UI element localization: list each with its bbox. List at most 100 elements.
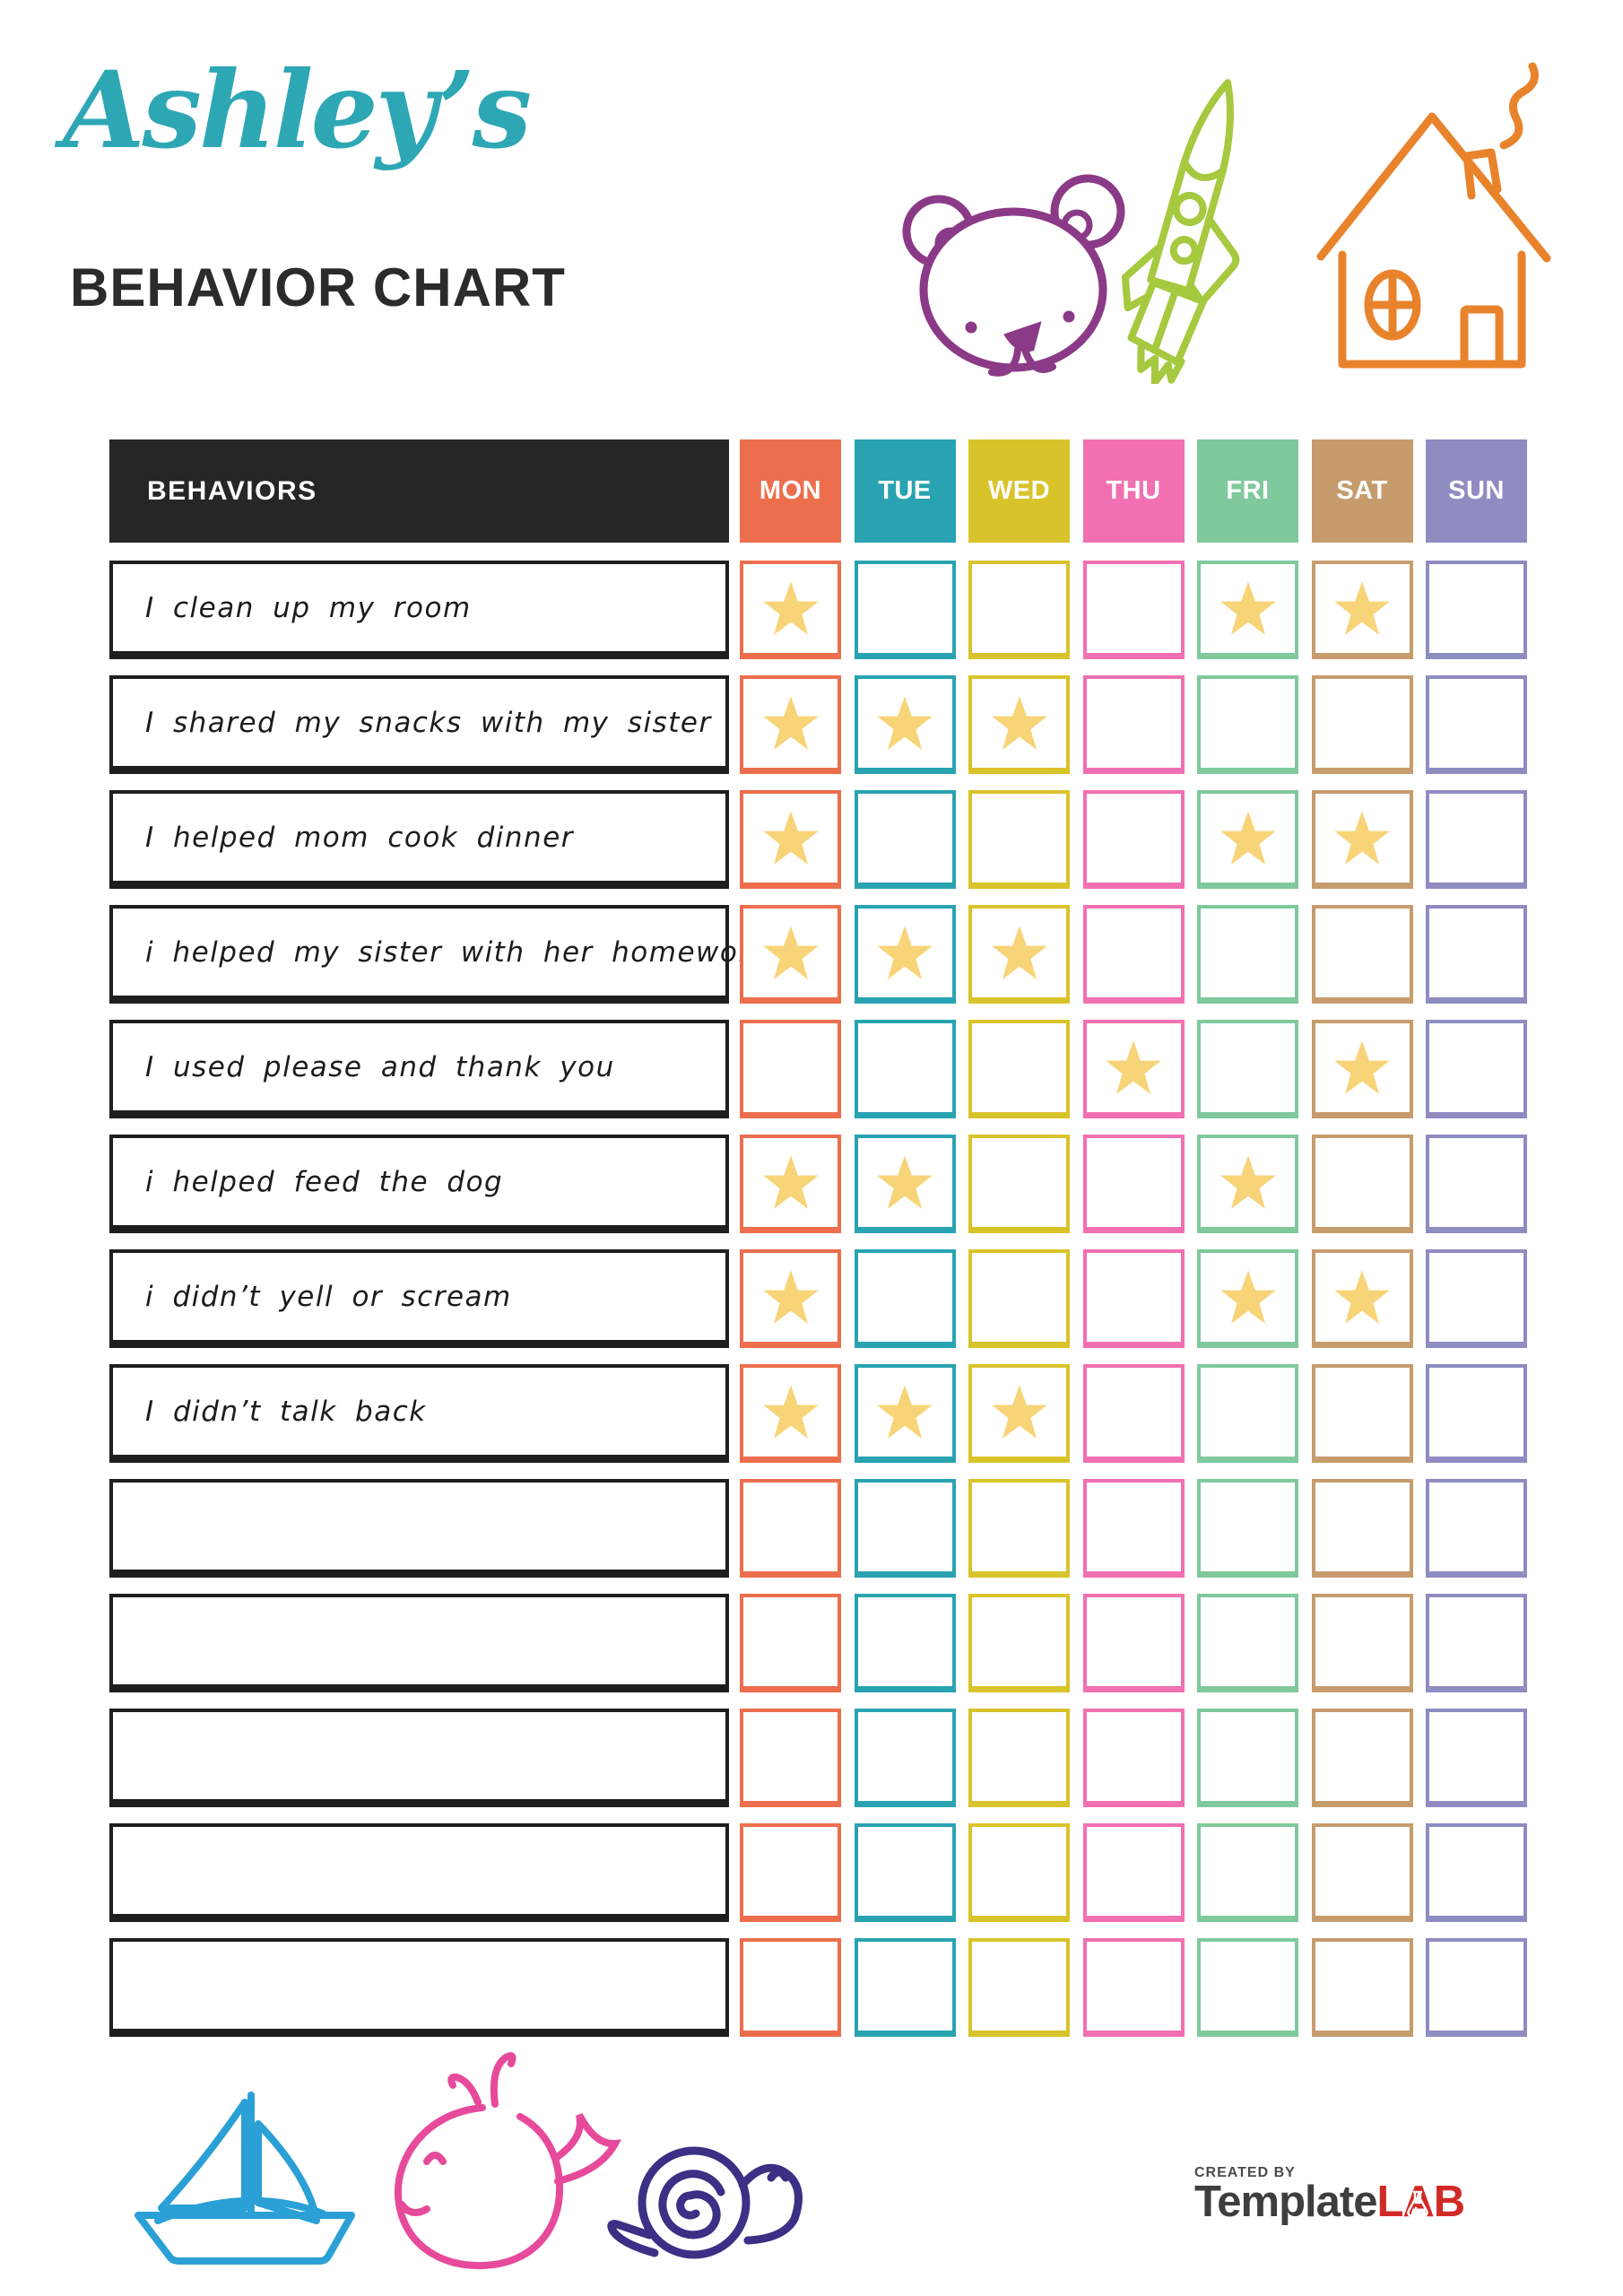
cell-sun[interactable] [1426,1479,1527,1578]
cell-mon[interactable] [740,561,841,659]
cell-wed[interactable] [968,1249,1070,1348]
bottom-decorations [135,2052,803,2270]
cell-mon[interactable] [740,1479,841,1578]
star-icon [877,696,933,751]
star-icon [991,926,1047,980]
cell-sat[interactable] [1311,905,1413,1004]
cell-thu[interactable] [1082,675,1185,774]
cell-sat[interactable] [1311,1594,1413,1692]
cell-tue[interactable] [854,1938,956,2037]
cell-sat[interactable] [1311,1135,1413,1233]
cell-thu[interactable] [1082,1135,1185,1233]
cell-mon[interactable] [740,1249,841,1348]
cell-tue[interactable] [854,790,956,889]
cell-thu[interactable] [1082,561,1185,659]
cell-tue[interactable] [854,1249,956,1348]
cell-sat[interactable] [1311,1709,1413,1807]
cell-sun[interactable] [1426,561,1527,659]
cell-wed[interactable] [968,1364,1070,1463]
cell-fri[interactable] [1197,1135,1298,1233]
cell-thu[interactable] [1082,790,1185,889]
cell-fri[interactable] [1197,1709,1298,1807]
cell-sat[interactable] [1311,561,1413,659]
cell-mon[interactable] [740,790,841,889]
cell-mon[interactable] [740,1594,841,1692]
cell-fri[interactable] [1197,1020,1298,1118]
behavior-label: I didn’t talk back [145,1395,427,1428]
cell-sat[interactable] [1311,1020,1413,1118]
cell-wed[interactable] [968,1938,1070,2037]
cell-fri[interactable] [1197,1823,1298,1922]
cell-sat[interactable] [1311,790,1413,889]
cell-thu[interactable] [1082,1938,1185,2037]
cell-wed[interactable] [968,1709,1070,1807]
cell-mon[interactable] [740,1709,841,1807]
cell-tue[interactable] [854,1823,956,1922]
cell-wed[interactable] [968,561,1070,659]
cell-sat[interactable] [1311,1364,1413,1463]
cell-sat[interactable] [1311,1938,1413,2037]
cell-thu[interactable] [1082,1709,1185,1807]
cell-thu[interactable] [1082,1823,1185,1922]
cell-fri[interactable] [1197,561,1298,659]
cell-fri[interactable] [1197,1364,1298,1463]
cell-sun[interactable] [1426,1249,1527,1348]
cell-mon[interactable] [740,905,841,1004]
cell-sat[interactable] [1311,1479,1413,1578]
behavior-label: I used please and thank you [145,1050,615,1083]
cell-fri[interactable] [1197,675,1298,774]
cell-thu[interactable] [1082,1479,1185,1578]
cell-tue[interactable] [854,1594,956,1692]
cell-fri[interactable] [1197,790,1298,889]
cell-sun[interactable] [1426,1823,1527,1922]
cell-sat[interactable] [1311,675,1413,774]
cell-tue[interactable] [854,1020,956,1118]
sailboat-icon [135,2092,355,2265]
cell-wed[interactable] [968,905,1070,1004]
cell-wed[interactable] [968,675,1070,774]
cell-tue[interactable] [854,675,956,774]
behavior-row: I clean up my room [109,561,1527,659]
cell-sun[interactable] [1426,905,1527,1004]
cell-wed[interactable] [968,1594,1070,1692]
cell-fri[interactable] [1197,1938,1298,2037]
cell-sun[interactable] [1426,1938,1527,2037]
cell-mon[interactable] [740,1020,841,1118]
cell-thu[interactable] [1082,1594,1185,1692]
cell-fri[interactable] [1197,1249,1298,1348]
cell-tue[interactable] [854,1479,956,1578]
cell-fri[interactable] [1197,1594,1298,1692]
cell-sun[interactable] [1426,1364,1527,1463]
cell-sat[interactable] [1311,1249,1413,1348]
day-header-fri: FRI [1197,439,1298,543]
cell-tue[interactable] [854,1364,956,1463]
cell-wed[interactable] [968,1020,1070,1118]
cell-mon[interactable] [740,1135,841,1233]
cell-mon[interactable] [740,1938,841,2037]
cell-wed[interactable] [968,790,1070,889]
cell-tue[interactable] [854,1135,956,1233]
cell-fri[interactable] [1197,905,1298,1004]
cell-sun[interactable] [1426,1020,1527,1118]
cell-sun[interactable] [1426,1594,1527,1692]
cell-mon[interactable] [740,675,841,774]
cell-wed[interactable] [968,1823,1070,1922]
cell-mon[interactable] [740,1823,841,1922]
behavior-row: i helped my sister with her homework [109,905,1527,1004]
cell-sun[interactable] [1426,790,1527,889]
cell-mon[interactable] [740,1364,841,1463]
cell-tue[interactable] [854,561,956,659]
cell-wed[interactable] [968,1135,1070,1233]
cell-tue[interactable] [854,905,956,1004]
cell-sun[interactable] [1426,1135,1527,1233]
cell-tue[interactable] [854,1709,956,1807]
cell-sat[interactable] [1311,1823,1413,1922]
cell-thu[interactable] [1082,1364,1185,1463]
cell-thu[interactable] [1082,905,1185,1004]
cell-sun[interactable] [1426,675,1527,774]
cell-thu[interactable] [1082,1249,1185,1348]
cell-fri[interactable] [1197,1479,1298,1578]
cell-sun[interactable] [1426,1709,1527,1807]
cell-wed[interactable] [968,1479,1070,1578]
cell-thu[interactable] [1082,1020,1185,1118]
